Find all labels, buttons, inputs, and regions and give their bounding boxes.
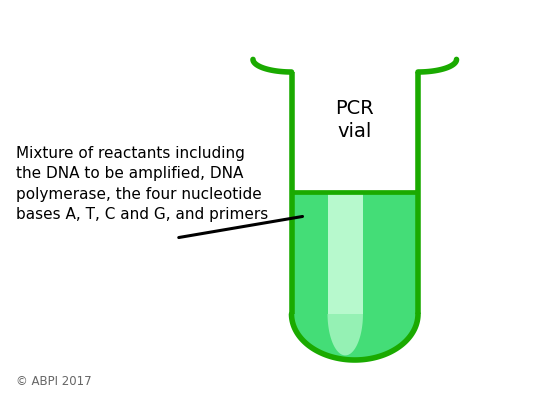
Polygon shape [328,314,363,355]
Bar [292,192,418,314]
Polygon shape [292,314,418,360]
Text: Mixture of reactants including
the DNA to be amplified, DNA
polymerase, the four: Mixture of reactants including the DNA t… [16,146,269,222]
Bar [328,192,363,314]
Text: PCR
vial: PCR vial [336,99,374,141]
Text: © ABPI 2017: © ABPI 2017 [16,375,92,388]
